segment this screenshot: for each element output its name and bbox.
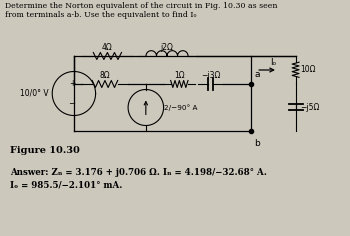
Text: Answer: Zₙ = 3.176 + j0.706 Ω. Iₙ = 4.198/−32.68° A.: Answer: Zₙ = 3.176 + j0.706 Ω. Iₙ = 4.19… [10, 168, 267, 177]
Text: 8Ω: 8Ω [100, 71, 110, 80]
Text: b: b [254, 139, 260, 148]
Text: j2Ω: j2Ω [161, 43, 174, 52]
Text: +: + [69, 79, 75, 88]
Text: Iₒ = 985.5/−2.101° mA.: Iₒ = 985.5/−2.101° mA. [10, 181, 122, 190]
Text: 10Ω: 10Ω [301, 65, 316, 74]
Text: Determine the Norton equivalent of the circuit in Fig. 10.30 as seen: Determine the Norton equivalent of the c… [5, 2, 278, 10]
Text: 1Ω: 1Ω [174, 71, 185, 80]
Text: Figure 10.30: Figure 10.30 [10, 146, 80, 155]
Text: 10/0° V: 10/0° V [20, 89, 48, 98]
Text: −j5Ω: −j5Ω [301, 103, 320, 112]
Text: −: − [69, 99, 76, 108]
Text: 4Ω: 4Ω [102, 43, 113, 52]
Text: Iₒ: Iₒ [270, 58, 276, 67]
Text: a: a [254, 70, 260, 79]
Text: from terminals a-b. Use the equivalent to find Iₒ: from terminals a-b. Use the equivalent t… [5, 11, 196, 19]
Text: 2/−90° A: 2/−90° A [163, 104, 197, 111]
Text: −j3Ω: −j3Ω [201, 71, 220, 80]
